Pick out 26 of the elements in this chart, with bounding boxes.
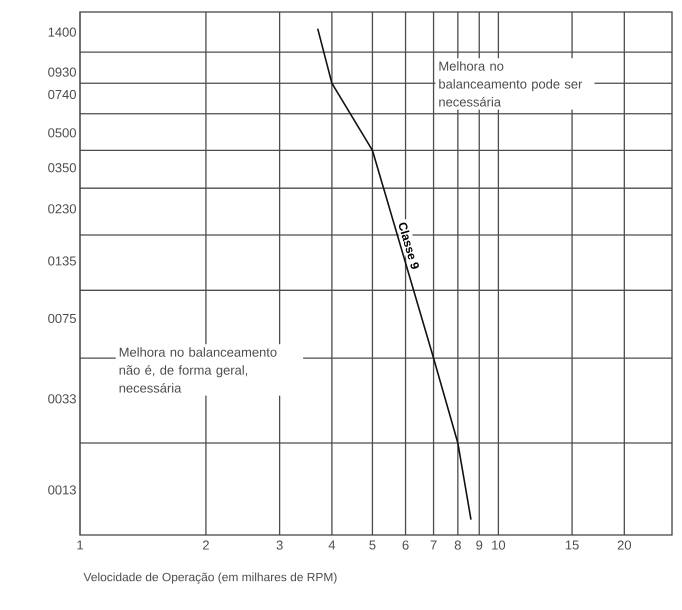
annotation: Melhora no balanceamento pode ser necessária <box>439 61 582 107</box>
x-tick-label: 15 <box>566 540 579 550</box>
x-tick-label: 9 <box>476 540 482 550</box>
y-tick-label: 0230 <box>48 204 76 214</box>
y-tick-label: 0013 <box>48 485 76 494</box>
y-tick-label: 0930 <box>48 68 76 77</box>
y-tick-label: 0075 <box>48 314 76 324</box>
y-tick-label: 1400 <box>48 28 76 37</box>
x-tick-label: 2 <box>202 540 209 550</box>
x-tick-label: 5 <box>369 540 376 550</box>
x-tick-label: 10 <box>492 540 506 550</box>
x-axis-title: Velocidade de Operação (em milhares de RPM) <box>84 572 337 584</box>
y-tick-label: 0500 <box>48 128 76 138</box>
x-tick-label: 7 <box>430 540 437 550</box>
x-tick-label: 8 <box>454 540 461 550</box>
x-tick-label: 4 <box>328 540 336 550</box>
x-tick-label: 1 <box>77 540 83 550</box>
y-tick-label: 0135 <box>48 256 76 266</box>
x-tick-label: 3 <box>276 540 283 550</box>
y-tick-label: 0033 <box>48 394 76 404</box>
annotation: Melhora no balanceamento não é, de forma geral, necessária <box>120 347 277 393</box>
x-tick-label: 20 <box>618 540 632 550</box>
text: Classe 9 <box>399 222 419 269</box>
y-tick-label: 0740 <box>48 90 76 100</box>
x-tick-label: 6 <box>402 540 409 550</box>
y-tick-label: 0350 <box>48 163 76 172</box>
